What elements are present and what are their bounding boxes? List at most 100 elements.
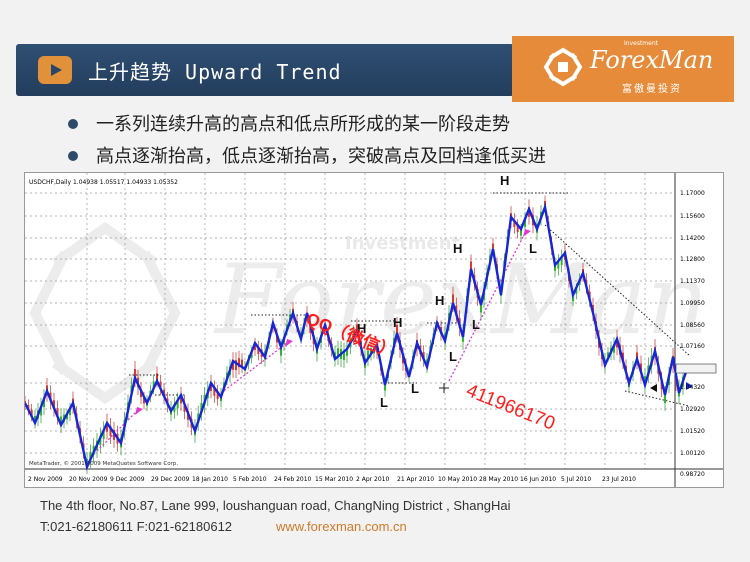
candle-body: [520, 229, 522, 236]
candle-body: [572, 296, 574, 302]
candle-body: [34, 415, 36, 423]
candle-body: [575, 288, 578, 294]
cursor-icon: [439, 383, 449, 393]
copyright-text: MetaTrader, © 2001-2009 MetaQuotes Softw…: [29, 460, 178, 467]
grid: [25, 173, 675, 469]
candle-body: [280, 346, 282, 356]
date-tick-label: 23 Jul 2010: [602, 476, 636, 483]
candle-body: [40, 405, 42, 416]
pivot-low-label: L: [529, 241, 537, 256]
bullet-text: 一系列连续升高的高点和低点所形成的某一阶段走势: [96, 114, 510, 135]
candle-body: [524, 218, 526, 227]
bullet-dot-icon: [68, 151, 78, 161]
date-tick-label: 24 Feb 2010: [274, 476, 312, 483]
candle-body: [384, 384, 386, 391]
logo-english: ForexMan: [590, 46, 714, 74]
price-tick-label: 0.98720: [680, 471, 705, 478]
bullet-item: 一系列连续升高的高点和低点所形成的某一阶段走势: [68, 110, 708, 142]
pivot-high-label: H: [435, 293, 444, 308]
candle-body: [69, 409, 71, 416]
footer-phone: T:021-62180611 F:021-62180612: [40, 519, 233, 534]
watermark-text: Investment: [345, 233, 461, 254]
price-axis-labels: 1.17000 1.15600 1.14200 1.12800 1.11370 1.099…: [680, 190, 705, 478]
candle-body: [367, 350, 369, 359]
date-axis-labels: 2 Nov 2009 20 Nov 2009 9 Dec 2009 29 Dec 20…: [28, 476, 636, 483]
candle-body: [60, 416, 62, 426]
candle-body: [492, 243, 494, 249]
svg-text:ForexMan: ForexMan: [213, 244, 708, 356]
chart-canvas: ForexMan Investment: [25, 173, 723, 487]
slide-header: 上升趋势 Upward Trend Investment ForexMan 富傲…: [16, 36, 734, 102]
candle-body: [554, 263, 556, 271]
left-arrow-marker: [650, 384, 657, 392]
pivot-low-label: L: [472, 317, 480, 332]
date-tick-label: 9 Dec 2009: [110, 476, 145, 483]
current-price-box: [675, 363, 717, 374]
candle-body: [173, 404, 176, 412]
date-tick-label: 5 Feb 2010: [233, 476, 267, 483]
price-chart: ForexMan Investment: [24, 172, 724, 488]
play-button[interactable]: [38, 56, 72, 84]
candle-body: [337, 348, 339, 358]
candle-body: [607, 352, 609, 357]
candle-body: [200, 402, 203, 413]
date-tick-label: 10 May 2010: [438, 476, 477, 483]
candle-body: [241, 359, 243, 367]
candle-body: [53, 400, 55, 410]
candle-body: [346, 347, 348, 356]
candle-body: [180, 394, 182, 404]
footer-website-link[interactable]: www.forexman.com.cn: [276, 519, 407, 534]
logo-emblem-icon: [543, 47, 583, 87]
candle-body: [232, 360, 234, 370]
price-tick-label: 1.01520: [680, 428, 705, 435]
date-tick-label: 2 Apr 2010: [356, 476, 389, 483]
price-tick-label: 1.02920: [680, 406, 705, 413]
candle-body: [560, 256, 563, 265]
forexman-logo: Investment ForexMan 富傲曼投资: [512, 36, 734, 102]
candle-body: [89, 451, 92, 461]
logo-chinese: 富傲曼投资: [622, 84, 682, 95]
pivot-high-label: H: [500, 173, 509, 188]
candle-body: [513, 219, 516, 228]
symbol-info: USDCHF,Daily 1.04938 1.05517 1.04933 1.0…: [29, 179, 178, 186]
pivot-high-label: H: [393, 315, 402, 330]
date-tick-label: 21 Apr 2010: [397, 476, 434, 483]
candle-body: [66, 414, 68, 420]
candle-body: [106, 421, 108, 432]
pivot-low-label: L: [449, 349, 457, 364]
date-tick-label: 2 Nov 2009: [28, 476, 63, 483]
logo-small-text: Investment: [624, 40, 658, 47]
candle-body: [176, 399, 179, 409]
pivot-low-label: L: [380, 395, 388, 410]
candle-body: [213, 387, 216, 396]
date-tick-label: 16 Jun 2010: [520, 476, 556, 483]
date-tick-label: 15 Mar 2010: [315, 476, 353, 483]
price-tick-label: 1.11370: [680, 278, 705, 285]
candle-body: [102, 429, 105, 440]
pivot-high-label: H: [357, 321, 366, 336]
date-tick-label: 5 Jul 2010: [561, 476, 591, 483]
candle-body: [557, 260, 560, 269]
candle-body: [664, 393, 666, 404]
candle-body: [152, 381, 155, 388]
candle-body: [516, 225, 519, 233]
right-arrow-marker: [686, 382, 693, 390]
candle-body: [470, 261, 472, 270]
price-tick-label: 1.15600: [680, 213, 705, 220]
candle-body: [143, 397, 145, 404]
candle-body: [396, 324, 398, 335]
pivot-low-label: L: [411, 381, 419, 396]
candle-body: [156, 373, 158, 381]
candle-body: [159, 381, 162, 389]
price-tick-label: 1.08560: [680, 322, 705, 329]
price-tick-label: 1.09950: [680, 300, 705, 307]
bullet-text: 高点逐渐抬高，低点逐渐抬高，突破高点及回档逢低买进: [96, 146, 546, 167]
candle-body: [452, 294, 454, 305]
candle-body: [480, 303, 482, 313]
candle-body: [356, 324, 358, 331]
candle-body: [544, 200, 546, 206]
price-tick-label: 1.12800: [680, 256, 705, 263]
candle-body: [30, 409, 33, 416]
play-icon: [51, 64, 62, 76]
footer: The 4th floor, No.87, Lane 999, loushang…: [40, 498, 720, 534]
